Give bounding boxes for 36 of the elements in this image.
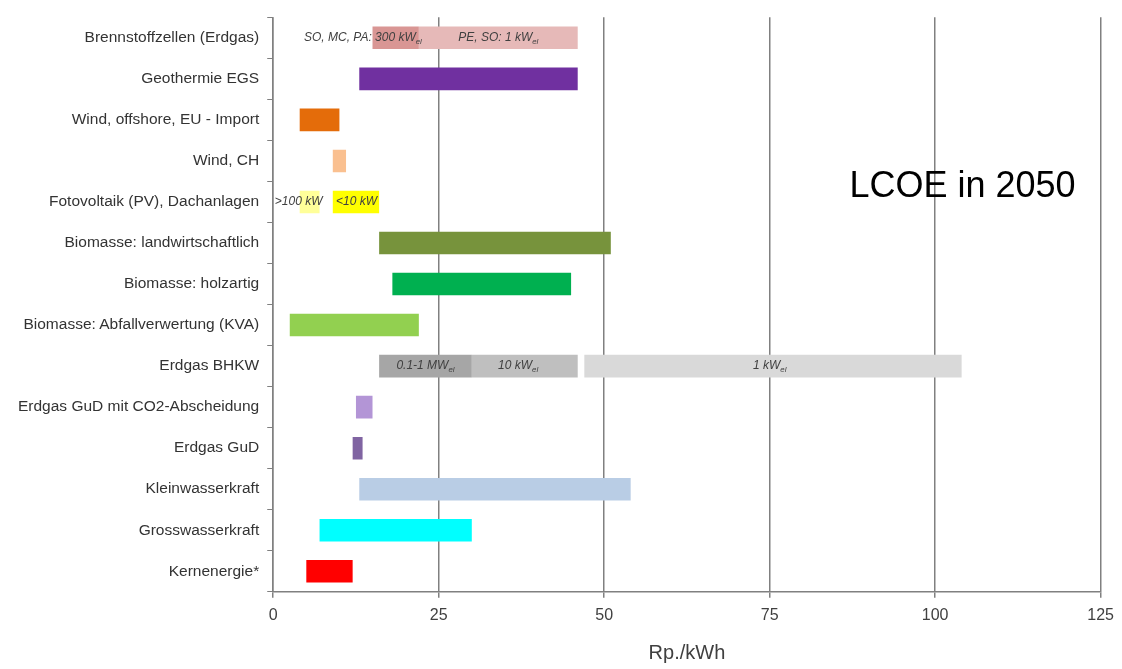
- bar: [306, 560, 353, 583]
- bar: [359, 477, 631, 501]
- x-tick-label: 100: [921, 605, 949, 623]
- bar: [359, 67, 578, 91]
- x-tick-label: 0: [268, 605, 278, 623]
- x-axis-title: Rp./kWh: [648, 640, 726, 663]
- y-tick-label: Geothermie EGS: [141, 69, 260, 87]
- text: LCOE in 2050: [849, 164, 1076, 206]
- annotation: >100 kW: [274, 194, 325, 209]
- y-tick-label: Biomasse: landwirtschaftlich: [64, 233, 260, 251]
- bar: [584, 354, 962, 378]
- y-tick-label: Kernenergie*: [168, 561, 260, 579]
- x-tick-label: 25: [429, 605, 448, 623]
- y-tick-label: Erdgas GuD mit CO2-Abscheidung: [18, 397, 260, 415]
- x-tick-label: 75: [760, 605, 779, 623]
- y-tick-label: Kleinwasserkraft: [145, 479, 260, 497]
- y-tick-label: Biomasse: Abfallverwertung (KVA): [23, 315, 260, 333]
- x-tick-label: 50: [595, 605, 614, 623]
- y-tick-label: Brennstoffzellen (Erdgas): [84, 28, 260, 46]
- x-tick-label: 125: [1087, 605, 1115, 623]
- bar: [319, 518, 472, 542]
- bar: [379, 231, 611, 255]
- y-tick-label: Wind, offshore, EU - Import: [71, 110, 260, 128]
- y-tick-label: Fotovoltaik (PV), Dachanlagen: [49, 192, 260, 210]
- annotation: <10 kW: [336, 194, 379, 209]
- bar: [289, 313, 419, 337]
- y-tick-label: Biomasse: holzartig: [123, 274, 260, 292]
- bar: [332, 149, 347, 173]
- bar: [299, 108, 340, 132]
- bar: [392, 272, 572, 296]
- bar: [352, 436, 363, 460]
- bar: [355, 395, 373, 419]
- y-tick-label: Wind, CH: [192, 151, 260, 169]
- y-tick-label: Erdgas GuD: [173, 438, 260, 456]
- y-tick-label: Grosswasserkraft: [138, 520, 260, 538]
- y-tick-label: Erdgas BHKW: [159, 356, 260, 374]
